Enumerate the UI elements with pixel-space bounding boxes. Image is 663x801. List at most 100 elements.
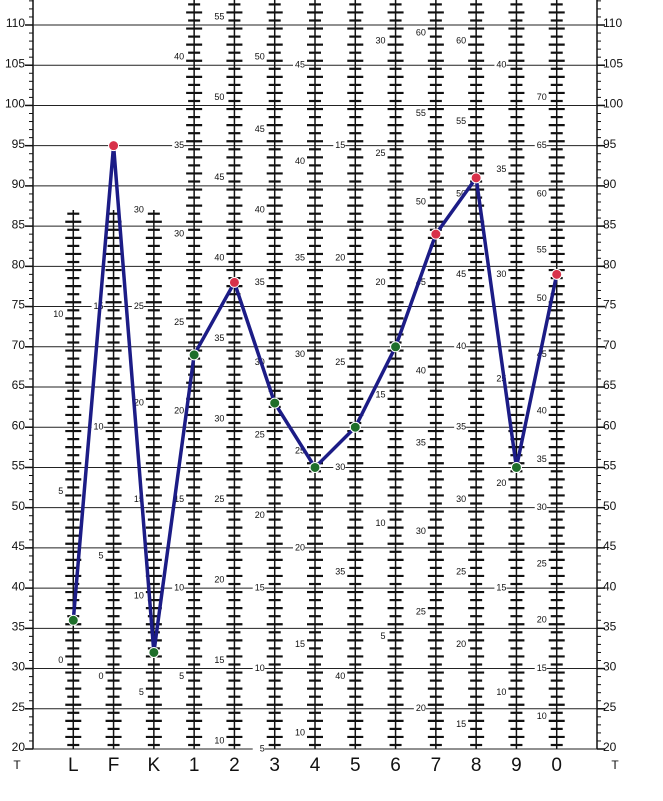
- raw-label-bg: [212, 333, 225, 344]
- raw-score-label: 65: [537, 140, 547, 150]
- raw-score-label: 30: [134, 204, 144, 214]
- raw-label-bg: [373, 36, 386, 47]
- raw-label-bg: [333, 671, 346, 682]
- raw-label-bg: [172, 494, 185, 505]
- y2-tick-label: 85: [603, 217, 617, 231]
- raw-label-bg: [413, 607, 426, 618]
- raw-score-label: 25: [335, 357, 345, 367]
- raw-score-label: 40: [214, 253, 224, 263]
- y-tick-label: 80: [12, 258, 26, 272]
- raw-score-label: 0: [58, 655, 63, 665]
- x-tick-label: L: [68, 755, 79, 776]
- raw-score-label: 25: [496, 373, 506, 383]
- raw-label-bg: [91, 671, 104, 682]
- raw-score-label: 40: [335, 671, 345, 681]
- raw-label-bg: [252, 583, 265, 594]
- raw-label-bg: [131, 687, 144, 698]
- raw-score-label: 40: [456, 341, 466, 351]
- raw-label-bg: [172, 583, 185, 594]
- raw-label-bg: [212, 575, 225, 586]
- raw-label-bg: [293, 253, 305, 264]
- raw-score-label: 0: [99, 671, 104, 681]
- raw-label-bg: [534, 615, 547, 626]
- raw-score-label: 10: [53, 309, 63, 319]
- raw-label-bg: [494, 478, 507, 489]
- y2-tick-label: 75: [603, 298, 617, 312]
- y2-tick-label: 95: [603, 137, 617, 151]
- profile-point: [551, 268, 563, 280]
- raw-label-bg: [293, 349, 305, 360]
- raw-label-bg: [333, 357, 346, 368]
- raw-label-bg: [534, 663, 547, 674]
- raw-label-bg: [51, 309, 64, 320]
- profile-point: [510, 461, 522, 473]
- raw-label-bg: [333, 462, 346, 473]
- raw-label-bg: [131, 398, 144, 409]
- raw-score-label: 15: [255, 582, 265, 592]
- raw-score-label: 10: [214, 735, 224, 745]
- raw-label-bg: [454, 494, 467, 505]
- y-tick-label: 40: [12, 579, 26, 593]
- raw-label-bg: [454, 116, 467, 127]
- raw-label-bg: [534, 140, 547, 151]
- raw-score-label: 30: [537, 502, 547, 512]
- raw-score-label: 50: [537, 293, 547, 303]
- raw-score-label: 25: [295, 446, 305, 456]
- y2-tick-label: 25: [603, 700, 617, 714]
- raw-score-label: 20: [376, 277, 386, 287]
- raw-score-label: 30: [376, 35, 386, 45]
- raw-label-bg: [454, 422, 467, 433]
- raw-score-label: 15: [456, 719, 466, 729]
- raw-label-bg: [534, 293, 547, 304]
- raw-label-bg: [172, 406, 185, 417]
- raw-label-bg: [534, 454, 547, 465]
- raw-score-label: 30: [335, 462, 345, 472]
- raw-score-label: 10: [134, 591, 144, 601]
- y2-tick-label: 65: [603, 378, 617, 392]
- profile-point: [349, 421, 361, 433]
- raw-label-bg: [454, 639, 467, 650]
- y2-tick-label: 40: [603, 579, 617, 593]
- raw-label-bg: [172, 140, 185, 151]
- y2-tick-label: 55: [603, 459, 617, 473]
- x-tick-label: 6: [390, 755, 401, 776]
- y-tick-label: 50: [12, 499, 26, 513]
- axis-title-left: T: [13, 758, 21, 772]
- raw-label-bg: [172, 229, 185, 240]
- y-tick-label: 25: [12, 700, 26, 714]
- raw-score-label: 25: [456, 566, 466, 576]
- raw-label-bg: [413, 28, 426, 39]
- y-tick-label: 35: [12, 620, 26, 634]
- raw-score-label: 50: [214, 92, 224, 102]
- raw-score-label: 40: [416, 365, 426, 375]
- y2-tick-label: 80: [603, 258, 617, 272]
- profile-point: [269, 397, 281, 409]
- raw-label-bg: [131, 205, 144, 216]
- raw-score-label: 40: [496, 60, 506, 70]
- raw-score-label: 5: [179, 671, 184, 681]
- raw-score-label: 5: [58, 486, 63, 496]
- raw-score-label: 60: [537, 188, 547, 198]
- raw-label-bg: [333, 567, 346, 578]
- y2-tick-label: 100: [603, 97, 623, 111]
- raw-score-label: 25: [255, 430, 265, 440]
- raw-label-bg: [534, 502, 547, 513]
- raw-score-label: 20: [295, 542, 305, 552]
- raw-score-label: 35: [335, 566, 345, 576]
- raw-label-bg: [91, 301, 104, 312]
- raw-score-label: 55: [214, 11, 224, 21]
- raw-score-label: 25: [376, 148, 386, 158]
- raw-score-label: 20: [214, 574, 224, 584]
- raw-score-label: 20: [255, 510, 265, 520]
- y2-tick-label: 60: [603, 418, 617, 432]
- raw-score-label: 35: [214, 333, 224, 343]
- raw-score-label: 45: [456, 269, 466, 279]
- raw-score-label: 30: [496, 269, 506, 279]
- x-tick-label: 7: [431, 755, 442, 776]
- raw-label-bg: [373, 148, 386, 159]
- raw-label-bg: [534, 188, 547, 199]
- raw-score-label: 15: [214, 655, 224, 665]
- raw-label-bg: [131, 591, 144, 602]
- raw-label-bg: [494, 60, 507, 71]
- x-tick-label: 9: [511, 755, 522, 776]
